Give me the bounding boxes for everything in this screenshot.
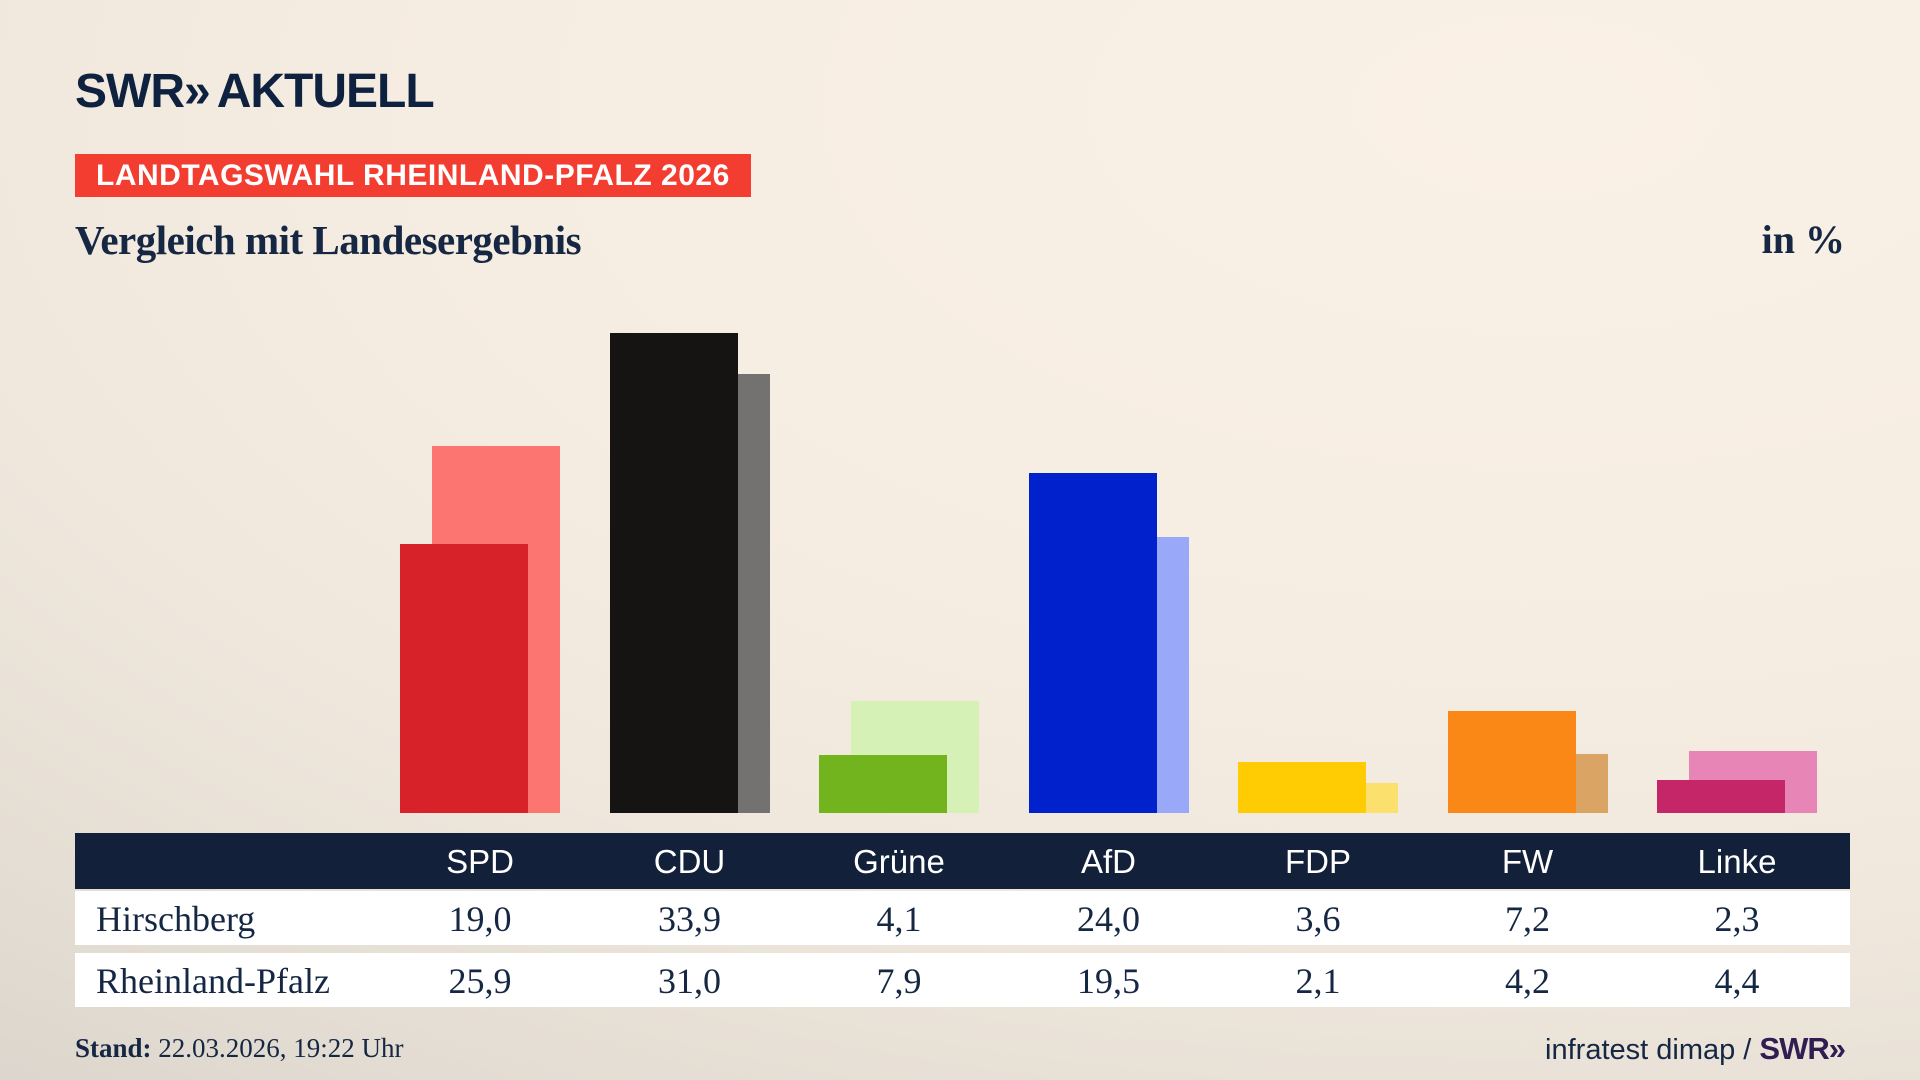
timestamp-value: 22.03.2026, 19:22 Uhr — [151, 1033, 404, 1063]
value-rheinland-pfalz-fdp: 2,1 — [1295, 961, 1341, 1001]
value-rheinland-pfalz-fw: 4,2 — [1505, 961, 1550, 1001]
value-rheinland-pfalz-gr-ne: 7,9 — [876, 961, 922, 1001]
source-credit: infratest dimap / SWR» — [1545, 1031, 1846, 1067]
column-header-fdp: FDP — [1285, 843, 1351, 880]
value-rheinland-pfalz-cdu: 31,0 — [658, 961, 721, 1001]
source-swr-logo: SWR» — [1759, 1031, 1846, 1066]
timestamp-label: Stand: — [75, 1033, 152, 1063]
bar-hirschberg-gr-ne — [819, 755, 947, 813]
table-row-hirschberg: Hirschberg 19,0 33,9 4,1 24,0 3,6 7,2 2,3 — [75, 891, 1850, 945]
unit-label: in % — [1761, 217, 1845, 262]
bar-hirschberg-fdp — [1238, 762, 1366, 813]
table-row-rheinland-pfalz: Rheinland-Pfalz 25,9 31,0 7,9 19,5 2,1 4,2 4,4 — [75, 953, 1850, 1007]
bar-hirschberg-linke — [1657, 780, 1785, 813]
bar-hirschberg-cdu — [609, 333, 738, 813]
timestamp: Stand: 22.03.2026, 19:22 Uhr — [75, 1033, 404, 1064]
column-header-afd: AfD — [1080, 843, 1136, 880]
bar-hirschberg-fw — [1447, 711, 1576, 813]
column-header-gr-ne: Grüne — [853, 843, 945, 880]
logo-brand-text: SWR — [75, 65, 185, 118]
bar-hirschberg-spd — [400, 544, 528, 813]
table-header-row: SPD CDU Grüne AfD FDP FW Linke — [75, 833, 1850, 889]
value-hirschberg-fw: 7,2 — [1505, 899, 1550, 939]
chart-title: Vergleich mit Landesergebnis — [75, 217, 582, 263]
value-hirschberg-spd: 19,0 — [448, 899, 512, 939]
column-header-spd: SPD — [446, 843, 514, 880]
column-header-linke: Linke — [1697, 843, 1777, 880]
logo-word-text: AKTUELL — [216, 65, 435, 118]
value-rheinland-pfalz-spd: 25,9 — [448, 961, 512, 1001]
value-hirschberg-fdp: 3,6 — [1295, 899, 1341, 939]
row-label: Rheinland-Pfalz — [96, 961, 330, 1001]
value-hirschberg-gr-ne: 4,1 — [876, 899, 922, 939]
value-hirschberg-cdu: 33,9 — [658, 899, 721, 939]
row-label: Hirschberg — [96, 899, 256, 939]
column-header-cdu: CDU — [653, 843, 726, 880]
logo-chevrons-icon: » — [183, 65, 211, 118]
value-rheinland-pfalz-afd: 19,5 — [1077, 961, 1140, 1001]
value-hirschberg-linke: 2,3 — [1714, 899, 1760, 939]
value-rheinland-pfalz-linke: 4,4 — [1714, 961, 1760, 1001]
election-badge: LANDTAGSWAHL RHEINLAND-PFALZ 2026 — [75, 154, 751, 197]
value-hirschberg-afd: 24,0 — [1077, 899, 1140, 939]
source-text: infratest dimap / — [1545, 1034, 1760, 1066]
column-header-fw: FW — [1501, 843, 1554, 880]
swr-aktuell-logo: SWR» AKTUELL — [75, 64, 435, 119]
bar-hirschberg-afd — [1028, 473, 1157, 813]
